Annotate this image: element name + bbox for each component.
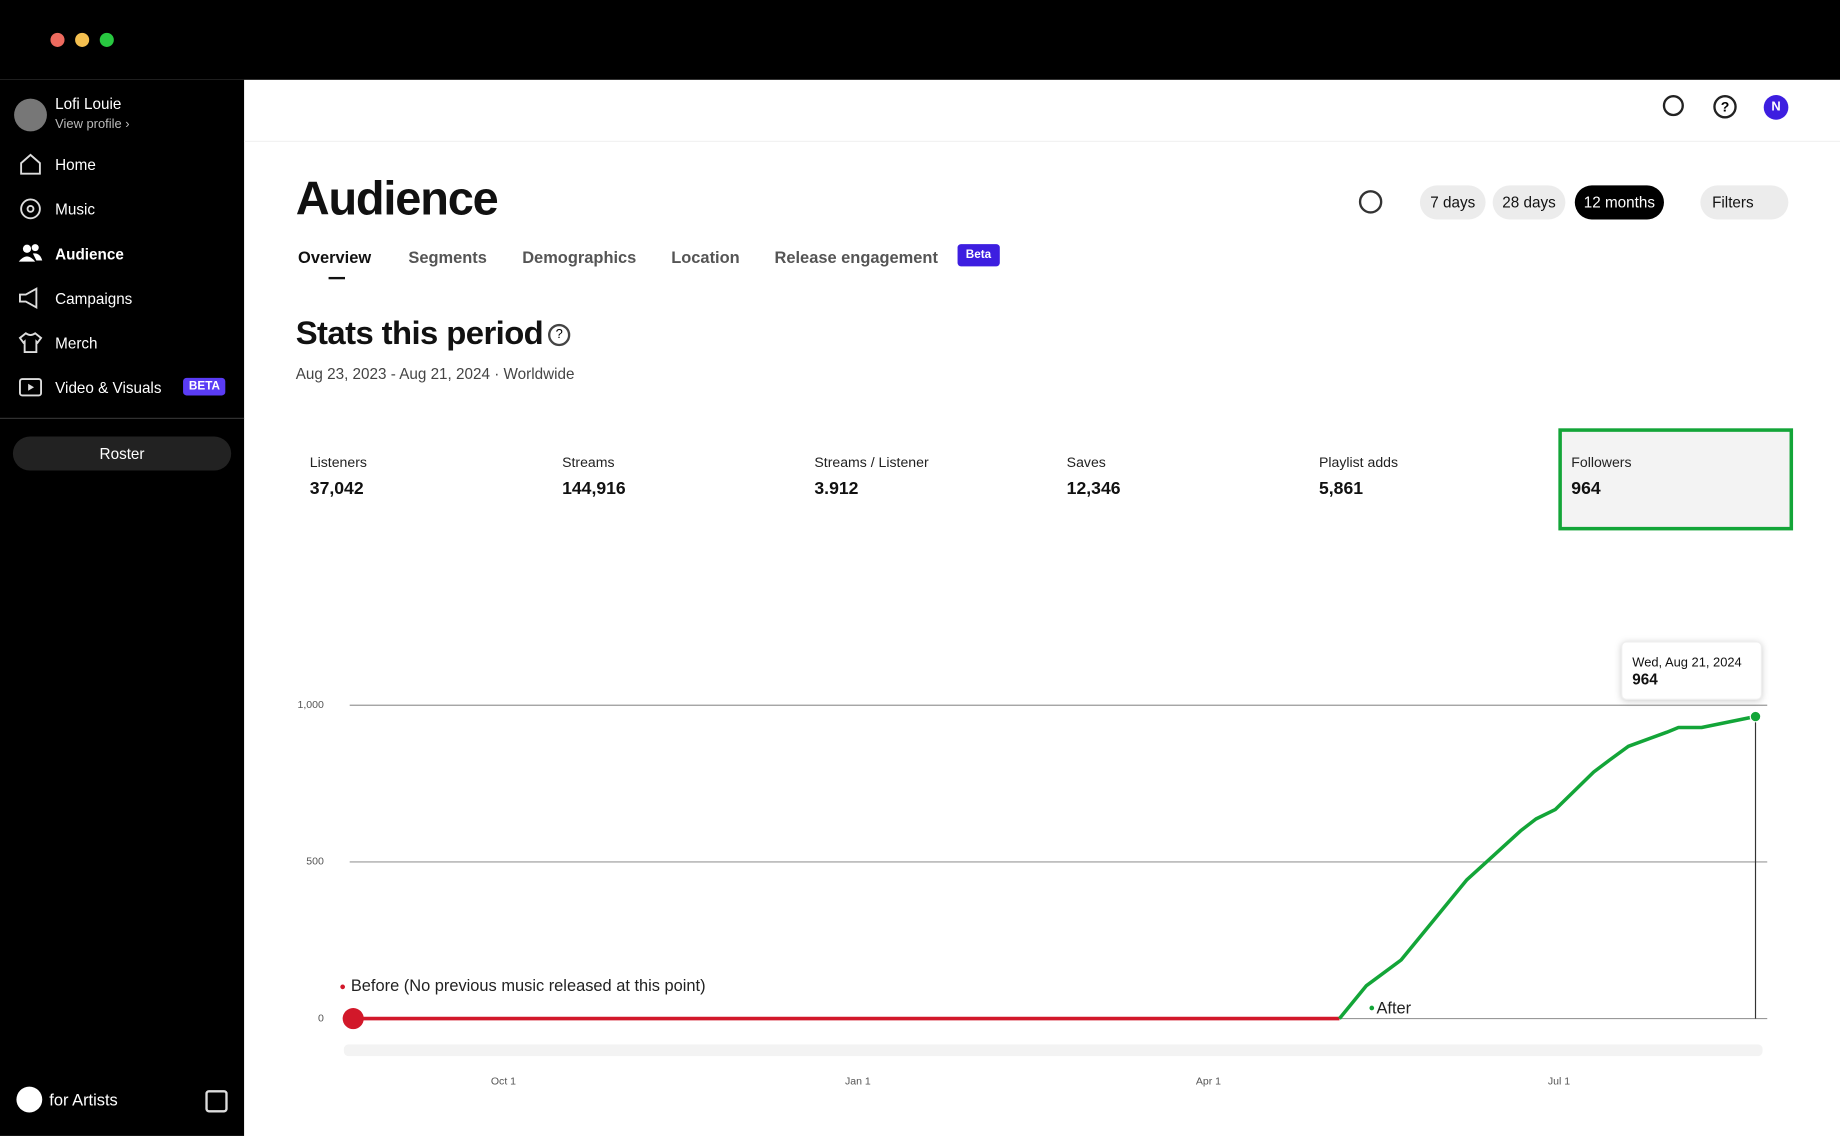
title-bar <box>0 0 1840 80</box>
metric-value: 12,346 <box>1066 478 1121 499</box>
merch-icon <box>18 332 43 353</box>
metric-label: Streams / Listener <box>814 454 929 471</box>
nav-item[interactable]: Home <box>55 156 96 174</box>
tab-selected[interactable]: Overview <box>298 247 372 267</box>
filters-button[interactable]: Filters <box>1700 185 1789 220</box>
range-button[interactable]: 28 days <box>1492 185 1566 220</box>
metric-label: Playlist adds <box>1318 454 1399 471</box>
tab[interactable]: Release engagement <box>774 247 938 267</box>
home-icon <box>20 153 41 175</box>
maximize-button[interactable] <box>99 32 114 47</box>
tab[interactable]: Location <box>671 247 740 267</box>
beta-badge: BETA <box>183 377 226 396</box>
followers-highlight[interactable] <box>1558 428 1794 531</box>
legend-label: After <box>1376 1000 1411 1018</box>
search-button[interactable] <box>1662 95 1684 117</box>
audience-icon <box>18 244 43 262</box>
end-point <box>1749 710 1762 723</box>
y-tick-label: 500 <box>306 856 324 868</box>
tooltip-value: 964 <box>1632 672 1658 689</box>
collapse-button[interactable] <box>205 1090 228 1113</box>
roster-label: Roster <box>99 444 145 463</box>
metric-value: 964 <box>1571 478 1601 499</box>
section-title: Stats this period <box>295 314 544 351</box>
video-icon <box>19 378 43 397</box>
spotify-logo <box>16 1086 43 1113</box>
metric-value: 3.912 <box>814 478 859 499</box>
account-avatar[interactable]: N <box>1763 95 1789 120</box>
nav-item[interactable]: Campaigns <box>55 289 133 308</box>
x-tick-label: Apr 1 <box>1196 1076 1221 1088</box>
tooltip <box>1621 641 1762 700</box>
page-title: Audience <box>295 173 499 226</box>
metric-value: 144,916 <box>562 478 626 499</box>
nav-item[interactable]: Merch <box>55 334 98 353</box>
beta-badge: Beta <box>957 244 1000 267</box>
metric-label: Streams <box>562 454 615 471</box>
download-button[interactable] <box>1358 190 1383 214</box>
sidebar: Lofi Louie View profile › Home Music Aud… <box>0 79 245 1136</box>
legend-marker <box>340 984 346 990</box>
x-tick-label: Jan 1 <box>845 1076 871 1088</box>
period: Aug 23, 2023 - Aug 21, 2024 · Worldwide <box>295 364 575 383</box>
metric-label: Saves <box>1066 454 1106 471</box>
legend-marker <box>1369 1005 1375 1011</box>
campaigns-icon <box>19 287 38 310</box>
nav-item[interactable]: Video & Visuals <box>55 379 162 397</box>
user-name[interactable]: Lofi Louie <box>55 95 122 113</box>
x-tick-label: Oct 1 <box>491 1076 516 1088</box>
metric-label: Followers <box>1571 454 1632 471</box>
metric-value: 5,861 <box>1318 478 1364 499</box>
tab-indicator <box>328 276 346 280</box>
start-point <box>342 1008 364 1030</box>
divider <box>0 417 245 419</box>
user-avatar[interactable] <box>14 98 47 132</box>
range-button[interactable]: 7 days <box>1419 185 1486 220</box>
y-tick-label: 1,000 <box>297 699 324 711</box>
info-button[interactable]: ? <box>548 323 571 347</box>
tooltip-date: Wed, Aug 21, 2024 <box>1632 654 1741 669</box>
nav-item[interactable]: Music <box>55 200 95 219</box>
metric-label: Listeners <box>309 454 367 471</box>
divider <box>244 140 1840 142</box>
line-series <box>1338 714 1756 1020</box>
footer-brand: for Artists <box>49 1090 118 1109</box>
close-button[interactable] <box>50 32 65 47</box>
minimize-button[interactable] <box>75 32 90 47</box>
roster-button[interactable]: Roster <box>12 436 232 471</box>
tab[interactable]: Segments <box>408 247 487 267</box>
tab[interactable]: Demographics <box>522 247 637 267</box>
nav-item[interactable]: Audience <box>55 245 124 263</box>
range-button-selected[interactable]: 12 months <box>1574 185 1664 220</box>
music-icon <box>20 198 41 220</box>
x-tick-label: Jul 1 <box>1548 1076 1570 1088</box>
help-button[interactable]: ? <box>1713 95 1737 119</box>
y-tick-label: 0 <box>318 1012 324 1024</box>
profile-link[interactable]: View profile › <box>55 117 130 132</box>
legend-label: Before (No previous music released at th… <box>351 977 706 995</box>
metric-value: 37,042 <box>309 478 364 499</box>
scrubber <box>343 1044 1763 1057</box>
